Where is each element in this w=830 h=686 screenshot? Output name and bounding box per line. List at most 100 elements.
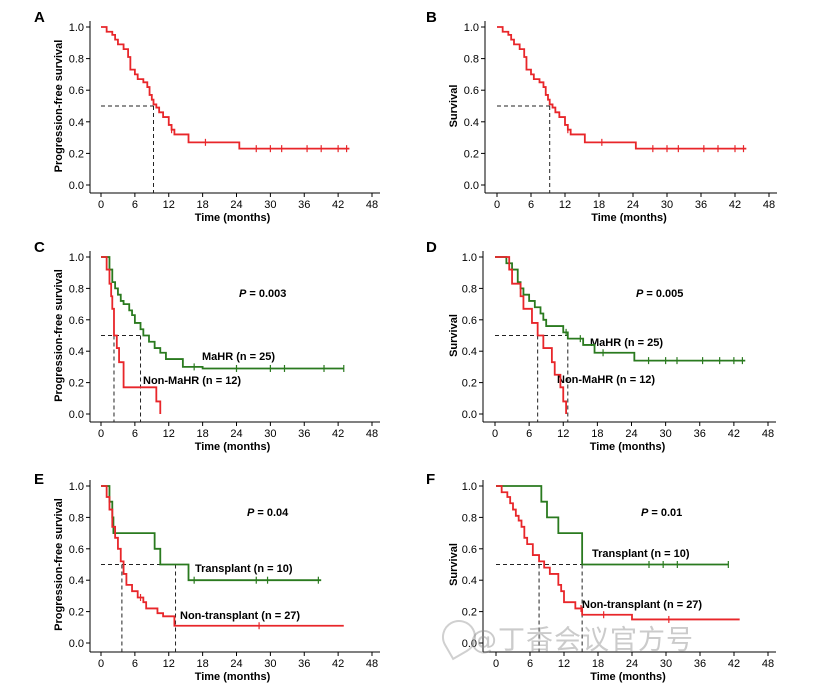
y-tick-label: 0.2 [69,148,84,160]
x-tick-label: 48 [366,428,378,440]
x-tick-label: 24 [625,428,637,440]
x-tick-label: 18 [593,199,605,211]
series-label-non-mahr: Non-MaHR (n = 12) [557,374,655,386]
y-axis-title: Progression-free survival [53,498,65,631]
y-axis-title: Progression-free survival [53,40,65,173]
x-axis-title: Time (months) [590,671,666,683]
km-curve-series-2 [101,256,162,414]
y-tick-label: 0.4 [464,117,479,129]
y-tick-label: 0.2 [69,607,84,619]
x-tick-label: 0 [493,658,499,670]
panel-f: F P = 0.01 Transplant (n = 10) Non-trans… [426,471,776,683]
y-tick-label: 0.8 [69,512,84,524]
x-tick-label: 6 [528,199,534,211]
x-tick-label: 24 [626,658,638,670]
x-tick-label: 24 [230,428,242,440]
x-tick-label: 42 [332,658,344,670]
panel-d: D P = 0.005 MaHR (n = 25) Non-MaHR (n = … [426,239,776,453]
y-axis-title: Progression-free survival [53,269,65,402]
y-tick-label: 0.6 [462,315,477,327]
x-tick-label: 6 [132,658,138,670]
y-tick-label: 0.6 [69,544,84,556]
x-tick-label: 0 [98,199,104,211]
y-tick-label: 0.0 [462,638,477,650]
p-value: P = 0.005 [636,288,683,300]
x-axis-title: Time (months) [195,212,271,224]
p-value: P = 0.01 [641,507,682,519]
y-tick-label: 1.0 [69,22,84,34]
series-label-non-transplant: Non-transplant (n = 27) [582,599,702,611]
x-tick-label: 30 [660,658,672,670]
y-tick-label: 0.6 [464,85,479,97]
panel-letter: D [426,239,437,256]
y-tick-label: 0.2 [464,148,479,160]
x-tick-label: 12 [163,428,175,440]
y-tick-label: 0.0 [462,409,477,421]
p-value: P = 0.04 [247,507,289,519]
y-tick-label: 0.8 [69,283,84,295]
x-tick-label: 42 [332,428,344,440]
x-tick-label: 42 [728,428,740,440]
y-axis-title: Survival [448,543,460,586]
km-curve-series-1 [101,256,344,370]
series-label-mahr: MaHR (n = 25) [590,337,663,349]
panel-letter: F [426,471,435,488]
km-curve-series-2 [495,256,567,414]
x-tick-label: 12 [558,658,570,670]
series-label-transplant: Transplant (n = 10) [195,563,293,575]
y-tick-label: 0.0 [69,180,84,192]
x-tick-label: 36 [694,428,706,440]
y-tick-label: 0.6 [69,85,84,97]
x-tick-label: 6 [527,658,533,670]
x-tick-label: 6 [132,428,138,440]
y-tick-label: 0.2 [462,378,477,390]
panel-e: E P = 0.04 Transplant (n = 10) Non-trans… [34,471,380,683]
x-axis-title: Time (months) [195,671,271,683]
y-tick-label: 0.8 [464,54,479,66]
y-tick-label: 1.0 [462,252,477,264]
x-tick-label: 36 [694,658,706,670]
x-tick-label: 18 [197,428,209,440]
panel-a: A 0 6 12 18 24 30 36 42 48 0.0 0.2 0.4 0.6 0.8 1.0 Time… [34,9,380,224]
x-tick-label: 48 [762,428,774,440]
x-tick-label: 48 [366,199,378,211]
y-tick-label: 0.2 [462,607,477,619]
x-tick-label: 0 [98,658,104,670]
y-tick-label: 0.4 [69,117,84,129]
km-curve-series-2 [496,485,740,621]
km-curve-series-1 [496,485,729,566]
x-tick-label: 42 [332,199,344,211]
x-tick-label: 36 [695,199,707,211]
y-tick-label: 0.8 [462,283,477,295]
x-tick-label: 6 [526,428,532,440]
panel-letter: E [34,471,44,488]
x-tick-label: 30 [264,199,276,211]
x-tick-label: 12 [559,199,571,211]
x-tick-label: 24 [230,199,242,211]
y-axis-title: Survival [448,314,460,357]
y-axis-title: Survival [448,85,460,128]
panel-letter: B [426,9,437,26]
x-tick-label: 24 [230,658,242,670]
x-tick-label: 30 [661,199,673,211]
x-tick-label: 30 [660,428,672,440]
x-axis-title: Time (months) [195,441,271,453]
x-tick-label: 18 [197,199,209,211]
y-tick-label: 0.6 [462,544,477,556]
x-tick-label: 12 [163,658,175,670]
x-tick-label: 42 [728,658,740,670]
x-tick-label: 12 [163,199,175,211]
panel-c: C P = 0.003 MaHR (n = 25) Non-MaHR (n = … [34,239,380,453]
series-label-mahr: MaHR (n = 25) [202,351,275,363]
series-label-non-transplant: Non-transplant (n = 27) [180,610,300,622]
x-axis-title: Time (months) [591,212,667,224]
x-tick-label: 18 [592,658,604,670]
x-tick-label: 48 [366,658,378,670]
y-tick-label: 1.0 [464,22,479,34]
y-tick-label: 0.4 [462,346,477,358]
x-tick-label: 42 [729,199,741,211]
x-tick-label: 12 [557,428,569,440]
x-axis-title: Time (months) [590,441,666,453]
x-tick-label: 0 [494,199,500,211]
